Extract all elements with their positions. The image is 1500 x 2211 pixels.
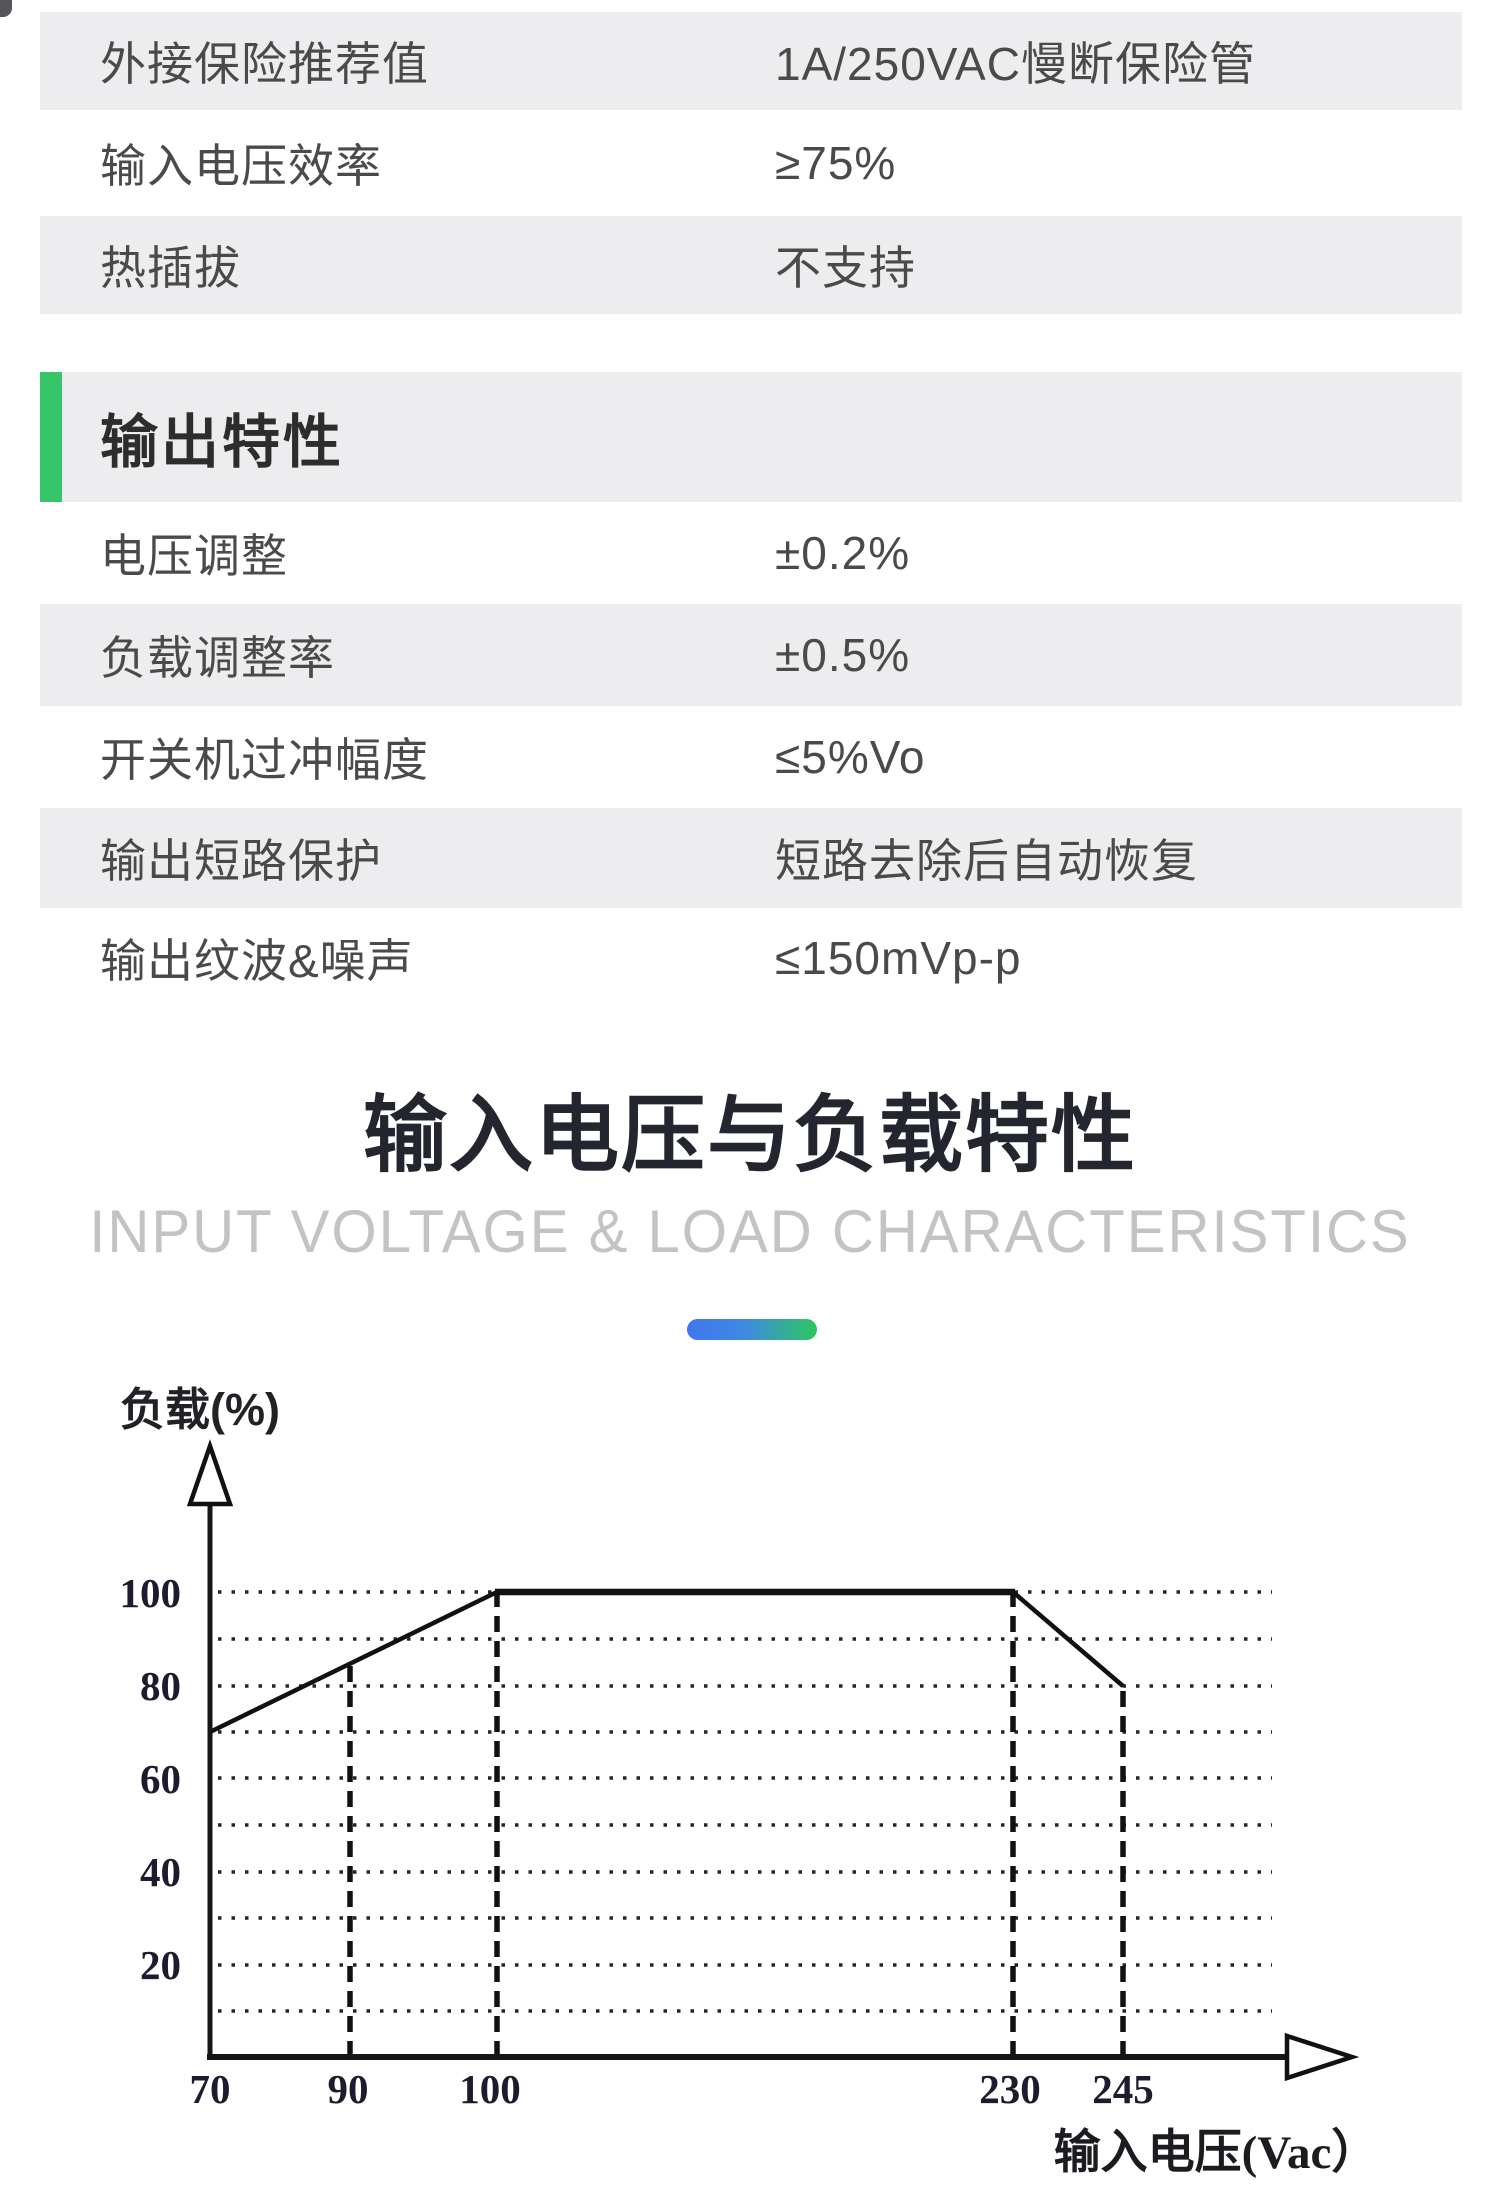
spec-label: 热插拔: [100, 242, 241, 294]
chart-section-title: 输入电压与负载特性: [362, 1088, 1137, 1182]
spec-row-voltage-regulation: 电压调整 ±0.2%: [40, 502, 1462, 604]
y-tick-20: 20: [140, 1942, 181, 1988]
y-tick-80: 80: [140, 1663, 181, 1709]
vertical-guides: [347, 1592, 1126, 2057]
spec-value: ≥75%: [775, 137, 897, 189]
output-characteristics-header: 输出特性: [40, 372, 1462, 502]
y-tick-40: 40: [140, 1849, 181, 1895]
input-voltage-load-chart: 负载(%) 100 80 60 40 20 70 90 100 230 245 …: [120, 1384, 1379, 2179]
load-characteristic-line: [209, 1589, 1125, 1735]
spec-value: ±0.5%: [775, 629, 911, 681]
y-axis-arrow-icon: [186, 1439, 234, 1507]
spec-row-input-efficiency: 输入电压效率 ≥75%: [40, 110, 1462, 216]
spec-label: 电压调整: [100, 530, 288, 582]
green-accent-bar: [40, 372, 62, 502]
spec-row-ripple-noise: 输出纹波&噪声 ≤150mVp-p: [40, 908, 1462, 1008]
spec-value: 1A/250VAC慢断保险管: [775, 38, 1256, 90]
spec-label: 开关机过冲幅度: [100, 734, 429, 786]
x-tick-70: 70: [190, 2066, 231, 2112]
spec-value: ≤5%Vo: [775, 731, 926, 783]
section-title: 输出特性: [100, 410, 345, 475]
x-tick-245: 245: [1092, 2066, 1154, 2112]
spec-value: 短路去除后自动恢复: [775, 835, 1198, 887]
spec-row-load-regulation: 负载调整率 ±0.5%: [40, 604, 1462, 706]
spec-label: 负载调整率: [100, 632, 335, 684]
y-tick-labels: 100 80 60 40 20: [120, 1570, 182, 1988]
spec-value: 不支持: [775, 242, 916, 294]
spec-row-short-circuit-protection: 输出短路保护 短路去除后自动恢复: [40, 808, 1462, 908]
x-tick-100: 100: [459, 2066, 521, 2112]
spec-label: 输出短路保护: [100, 835, 382, 887]
spec-row-hot-swap: 热插拔 不支持: [40, 216, 1462, 314]
spec-row-overshoot: 开关机过冲幅度 ≤5%Vo: [40, 706, 1462, 808]
horizontal-gridlines: [218, 1590, 1272, 2013]
spec-row-fuse: 外接保险推荐值 1A/250VAC慢断保险管: [40, 12, 1462, 110]
chart-section-subtitle: INPUT VOLTAGE & LOAD CHARACTERISTICS: [89, 1198, 1411, 1265]
spec-value: ≤150mVp-p: [775, 932, 1022, 984]
x-tick-labels: 70 90 100 230 245: [190, 2066, 1154, 2112]
spec-label: 输入电压效率: [100, 140, 382, 192]
spec-label: 输出纹波&噪声: [100, 935, 414, 987]
y-axis-title: 负载(%): [120, 1384, 280, 1435]
spec-value: ±0.2%: [775, 527, 911, 579]
x-tick-230: 230: [979, 2066, 1041, 2112]
y-tick-100: 100: [120, 1570, 182, 1616]
gradient-accent-pill: [687, 1319, 817, 1340]
x-axis-title: 输入电压(Vac）: [1054, 2127, 1379, 2179]
screenshot-corner-artifact: [0, 0, 12, 17]
y-tick-60: 60: [140, 1756, 181, 1802]
spec-label: 外接保险推荐值: [100, 38, 429, 90]
x-axis-arrow-icon: [1284, 2032, 1360, 2082]
x-tick-90: 90: [328, 2066, 369, 2112]
